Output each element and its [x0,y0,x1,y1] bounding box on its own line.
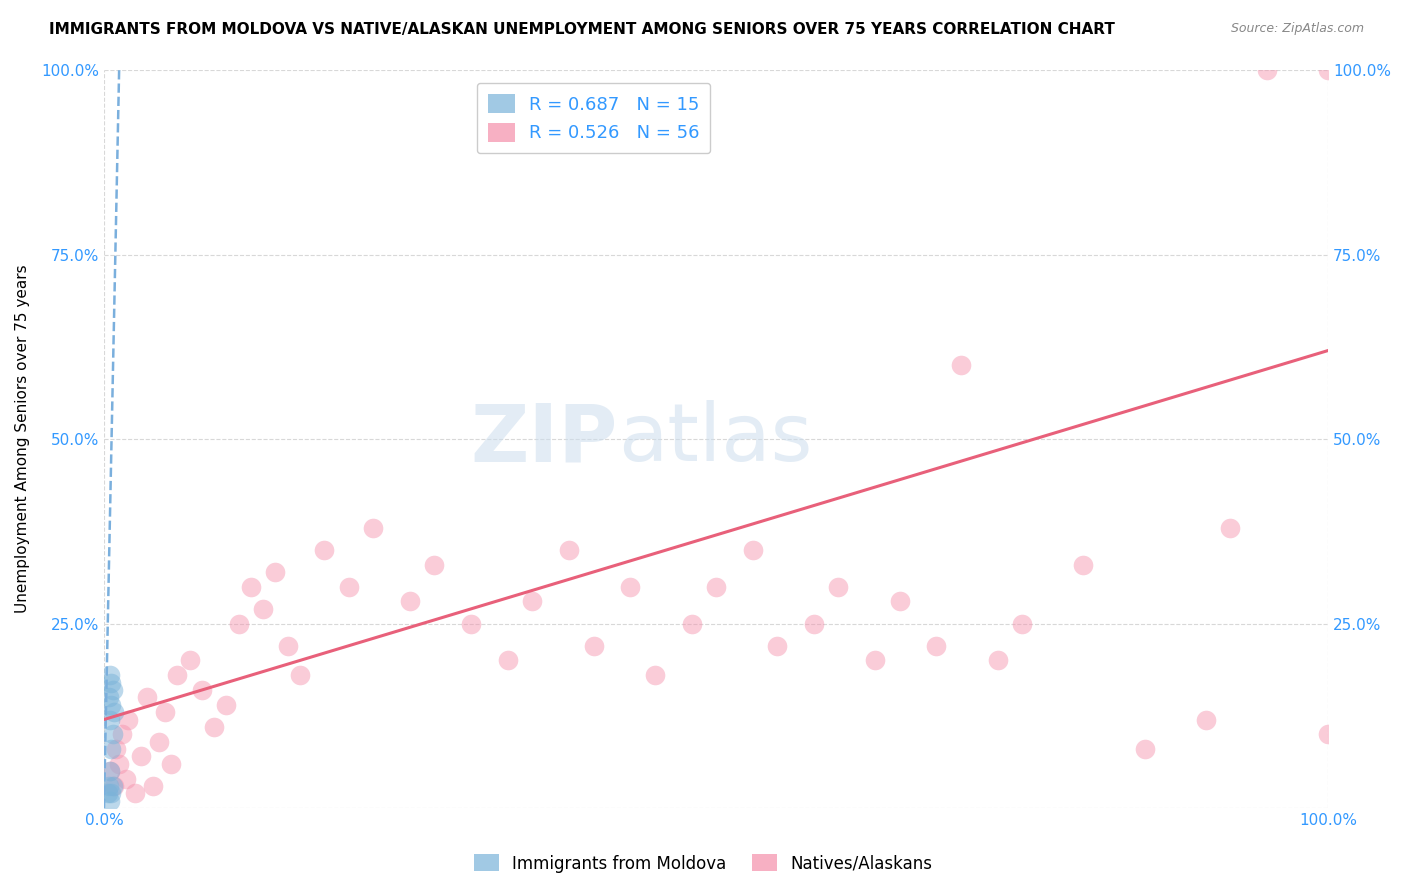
Point [925,639,948,653]
Point [153,705,176,719]
Point [100,786,122,800]
Point [129,749,152,764]
Point [766,639,789,653]
Point [681,616,703,631]
Point [1071,558,1094,572]
Point [1011,616,1033,631]
Point [103,779,125,793]
Point [827,580,849,594]
Point [252,602,274,616]
Point [741,542,763,557]
Point [987,653,1010,667]
Point [107,756,129,771]
Point [215,698,238,712]
Point [889,594,911,608]
Point [1317,727,1340,741]
Text: IMMIGRANTS FROM MOLDOVA VS NATIVE/ALASKAN UNEMPLOYMENT AMONG SENIORS OVER 75 YEA: IMMIGRANTS FROM MOLDOVA VS NATIVE/ALASKA… [49,22,1115,37]
Point [1317,63,1340,78]
Point [100,675,122,690]
Point [582,639,605,653]
Point [314,542,336,557]
Point [98,764,121,779]
Point [1219,521,1241,535]
Point [103,705,125,719]
Point [1256,63,1278,78]
Point [97,786,120,800]
Point [399,594,422,608]
Point [101,727,124,741]
Point [100,742,122,756]
Point [124,786,146,800]
Legend: Immigrants from Moldova, Natives/Alaskans: Immigrants from Moldova, Natives/Alaskan… [467,847,939,880]
Point [619,580,641,594]
Point [1195,713,1218,727]
Point [160,756,183,771]
Point [644,668,666,682]
Point [98,794,121,808]
Point [105,742,128,756]
Point [100,698,122,712]
Point [361,521,384,535]
Point [101,779,124,793]
Point [704,580,727,594]
Text: ZIP: ZIP [471,401,619,478]
Point [863,653,886,667]
Point [101,683,124,698]
Point [191,683,214,698]
Point [166,668,188,682]
Point [277,639,299,653]
Point [97,779,120,793]
Point [522,594,544,608]
Point [179,653,201,667]
Point [97,690,120,705]
Y-axis label: Unemployment Among Seniors over 75 years: Unemployment Among Seniors over 75 years [15,265,30,614]
Point [228,616,250,631]
Point [949,358,972,372]
Point [111,727,134,741]
Point [115,772,138,786]
Point [423,558,446,572]
Point [496,653,519,667]
Point [239,580,262,594]
Point [142,779,165,793]
Text: atlas: atlas [619,401,813,478]
Point [135,690,157,705]
Point [98,668,121,682]
Point [460,616,482,631]
Point [98,764,121,779]
Point [1133,742,1156,756]
Point [558,542,581,557]
Legend: R = 0.687   N = 15, R = 0.526   N = 56: R = 0.687 N = 15, R = 0.526 N = 56 [477,83,710,153]
Text: Source: ZipAtlas.com: Source: ZipAtlas.com [1230,22,1364,36]
Point [337,580,360,594]
Point [98,713,121,727]
Point [148,734,170,748]
Point [117,713,139,727]
Point [264,565,287,579]
Point [803,616,825,631]
Point [202,720,225,734]
Point [288,668,311,682]
